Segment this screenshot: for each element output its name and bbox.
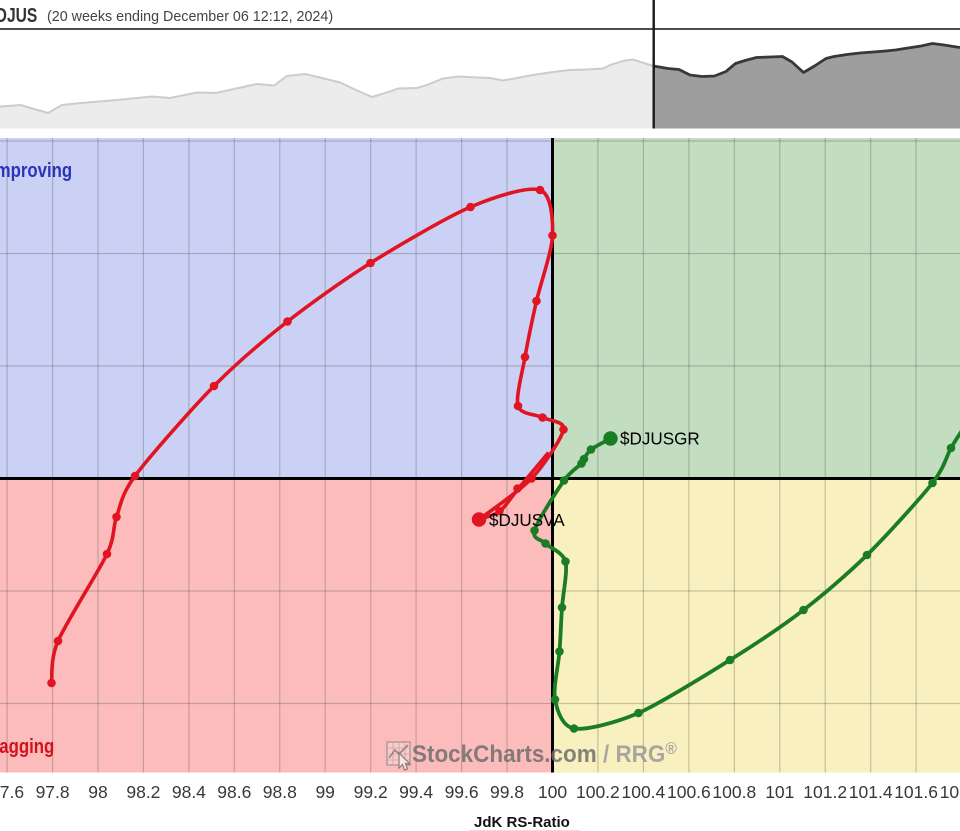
svg-text:Improving: Improving [0, 159, 72, 182]
svg-text:$DJUSGR: $DJUSGR [620, 428, 700, 449]
svg-text:Lagging: Lagging [0, 735, 54, 758]
svg-text:StockCharts.com / RRG®: StockCharts.com / RRG® [412, 739, 677, 767]
svg-text:$DJUSVA: $DJUSVA [489, 510, 565, 531]
